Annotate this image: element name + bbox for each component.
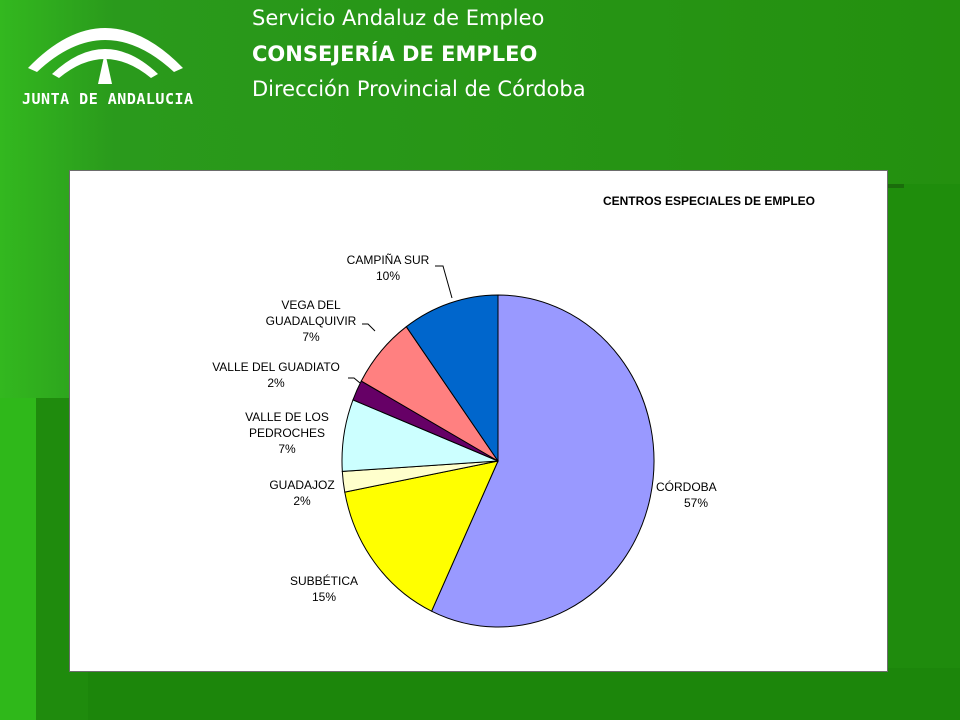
background-block bbox=[886, 184, 960, 400]
header-service-name: Servicio Andaluz de Empleo bbox=[252, 6, 545, 30]
pie-slice-subbética bbox=[344, 460, 499, 612]
slice-label: CAMPIÑA SUR 10% bbox=[347, 253, 430, 283]
label-leader-line bbox=[348, 377, 361, 384]
header-ministry-name: CONSEJERÍA DE EMPLEO bbox=[252, 42, 538, 66]
pie-slice-córdoba bbox=[430, 294, 655, 628]
logo-text: JUNTA DE ANDALUCIA bbox=[22, 90, 194, 108]
slice-label: GUADAJOZ 2% bbox=[269, 478, 334, 508]
header-directorate-name: Dirección Provincial de Córdoba bbox=[252, 77, 586, 101]
chart-shadow bbox=[886, 184, 904, 188]
chart-title: CENTROS ESPECIALES DE EMPLEO bbox=[603, 194, 815, 208]
chart-panel: CENTROS ESPECIALES DE EMPLEO CÓRDOBA 57% S… bbox=[69, 170, 888, 672]
pie-slice-campiña-sur bbox=[405, 294, 499, 463]
slice-label: VEGA DEL GUADALQUIVIR 7% bbox=[266, 298, 357, 344]
slice-label: VALLE DE LOS PEDROCHES 7% bbox=[245, 410, 329, 456]
pie-chart: CENTROS ESPECIALES DE EMPLEO CÓRDOBA 57% S… bbox=[212, 194, 815, 628]
background-block bbox=[0, 398, 36, 720]
label-leader-line bbox=[362, 323, 376, 332]
label-leader-line bbox=[435, 265, 453, 299]
junta-andalucia-logo-icon bbox=[28, 28, 183, 84]
background-block bbox=[88, 668, 960, 720]
slice-label: CÓRDOBA 57% bbox=[656, 479, 717, 510]
slice-label: SUBBÉTICA 15% bbox=[290, 573, 358, 604]
slice-label: VALLE DEL GUADIATO 2% bbox=[212, 360, 340, 390]
